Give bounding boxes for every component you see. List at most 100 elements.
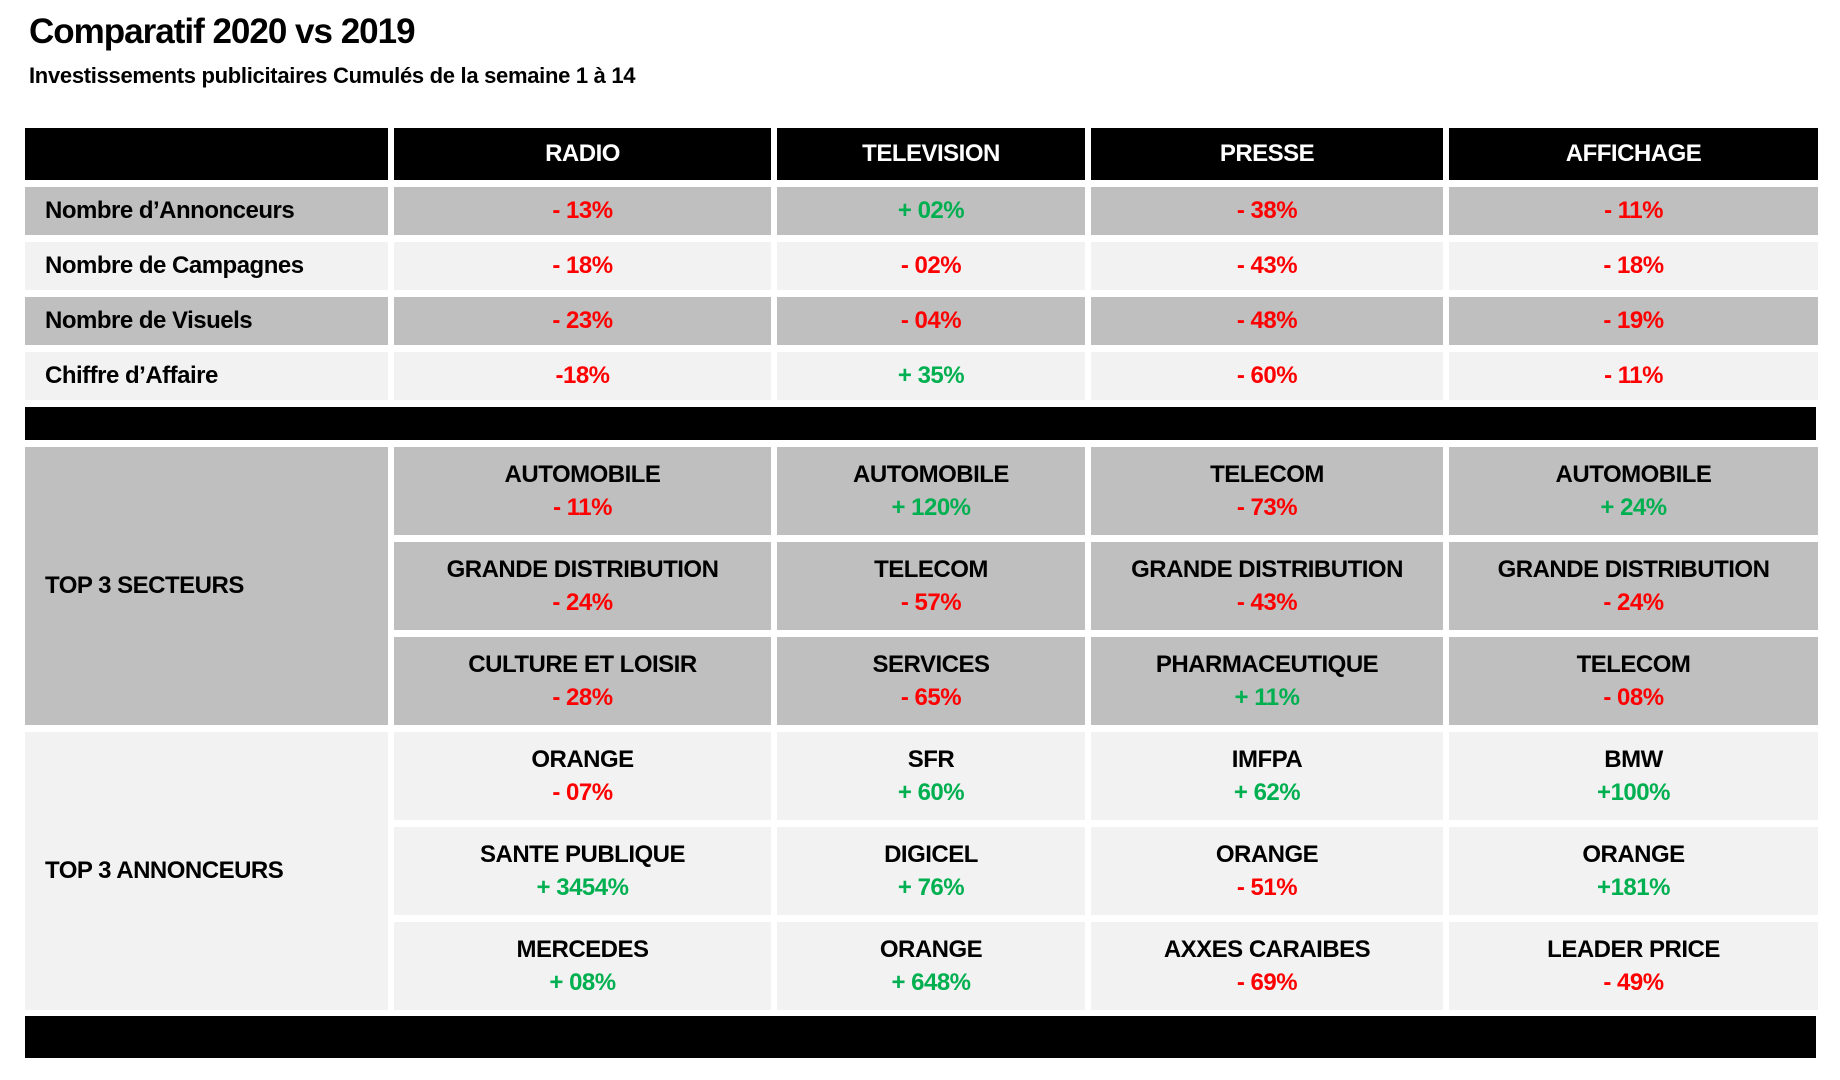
sector-name: GRANDE DISTRIBUTION [1497,556,1770,584]
advertiser-name: SANTE PUBLIQUE [479,841,686,869]
metrics-table: RADIO TELEVISION PRESSE AFFICHAGE Nombre… [25,128,1818,400]
metric-value: - 38% [1091,187,1443,235]
column-header-presse: PRESSE [1091,128,1443,180]
advertiser-cell: DIGICEL + 76% [777,827,1085,915]
metric-row-label-campagnes: Nombre de Campagnes [25,242,388,290]
column-header-television: TELEVISION [777,128,1085,180]
advertiser-cell: MERCEDES + 08% [394,922,771,1010]
sector-pct: - 43% [1236,588,1298,616]
advertiser-name: LEADER PRICE [1547,936,1720,964]
sector-name: AUTOMOBILE [504,461,661,489]
sector-cell: CULTURE ET LOISIR - 28% [394,637,771,725]
sector-name: TELECOM [874,556,988,584]
sector-name: GRANDE DISTRIBUTION [446,556,719,584]
corner-header-cell [25,128,388,180]
sector-pct: - 73% [1236,493,1298,521]
footer-bar [25,1016,1816,1058]
advertiser-cell: IMFPA + 62% [1091,732,1443,820]
top3-table: TOP 3 SECTEURS AUTOMOBILE - 11% AUTOMOBI… [25,447,1818,1010]
section-separator-bar [25,407,1816,440]
metric-value: - 18% [1449,242,1818,290]
sector-name: GRANDE DISTRIBUTION [1131,556,1403,584]
advertiser-name: AXXES CARAIBES [1163,936,1371,964]
metric-value: - 60% [1091,352,1443,400]
advertiser-cell: SFR + 60% [777,732,1085,820]
advertiser-cell: LEADER PRICE - 49% [1449,922,1818,1010]
sector-cell: AUTOMOBILE - 11% [394,447,771,535]
advertiser-pct: - 69% [1236,968,1298,996]
sector-pct: - 24% [1603,588,1664,616]
sector-cell: PHARMACEUTIQUE + 11% [1091,637,1443,725]
sector-pct: + 24% [1600,493,1667,521]
sector-cell: TELECOM - 73% [1091,447,1443,535]
sector-name: CULTURE ET LOISIR [468,651,697,679]
section-label-top3-annonceurs: TOP 3 ANNONCEURS [25,732,388,1010]
sector-pct: - 11% [553,493,612,521]
advertiser-pct: + 648% [891,968,971,996]
column-header-radio: RADIO [394,128,771,180]
sector-cell: GRANDE DISTRIBUTION - 24% [394,542,771,630]
advertiser-cell: AXXES CARAIBES - 69% [1091,922,1443,1010]
metric-row-label-visuels: Nombre de Visuels [25,297,388,345]
sector-pct: - 08% [1603,683,1664,711]
advertiser-name: DIGICEL [884,841,978,869]
metric-value: - 04% [777,297,1085,345]
sector-name: AUTOMOBILE [1555,461,1712,489]
advertiser-name: IMFPA [1231,746,1303,774]
sector-cell: AUTOMOBILE + 24% [1449,447,1818,535]
sector-cell: AUTOMOBILE + 120% [777,447,1085,535]
sector-cell: TELECOM - 57% [777,542,1085,630]
advertiser-name: ORANGE [531,746,634,774]
advertiser-name: MERCEDES [516,936,649,964]
metric-value: - 23% [394,297,771,345]
advertiser-name: ORANGE [879,936,983,964]
advertiser-cell: SANTE PUBLIQUE + 3454% [394,827,771,915]
sector-cell: GRANDE DISTRIBUTION - 24% [1449,542,1818,630]
advertiser-cell: ORANGE + 648% [777,922,1085,1010]
sector-cell: SERVICES - 65% [777,637,1085,725]
sector-pct: + 120% [891,493,971,521]
metric-value: -18% [394,352,771,400]
advertiser-name: ORANGE [1582,841,1685,869]
sector-name: TELECOM [1576,651,1691,679]
advertiser-pct: + 76% [897,873,965,901]
advertiser-pct: + 60% [897,778,965,806]
sector-name: PHARMACEUTIQUE [1155,651,1379,679]
advertiser-name: BMW [1604,746,1663,774]
page-subtitle: Investissements publicitaires Cumulés de… [29,63,636,88]
slide-page: Comparatif 2020 vs 2019 Investissements … [25,12,1818,1058]
metric-value: - 02% [777,242,1085,290]
metric-value: - 18% [394,242,771,290]
advertiser-cell: ORANGE - 51% [1091,827,1443,915]
sector-cell: GRANDE DISTRIBUTION - 43% [1091,542,1443,630]
metric-row-label-chiffre-affaire: Chiffre d’Affaire [25,352,388,400]
metric-value: + 35% [777,352,1085,400]
page-title: Comparatif 2020 vs 2019 [29,12,416,51]
sector-cell: TELECOM - 08% [1449,637,1818,725]
advertiser-pct: +181% [1597,873,1670,901]
metric-value: - 11% [1449,352,1818,400]
metric-value: - 11% [1449,187,1818,235]
advertiser-pct: - 49% [1603,968,1664,996]
advertiser-pct: - 51% [1236,873,1298,901]
advertiser-pct: + 08% [549,968,616,996]
advertiser-pct: +100% [1597,778,1670,806]
advertiser-cell: ORANGE +181% [1449,827,1818,915]
advertiser-cell: ORANGE - 07% [394,732,771,820]
sector-name: AUTOMOBILE [853,461,1009,489]
metric-value: - 13% [394,187,771,235]
metric-row-label-annonceurs: Nombre d’Annonceurs [25,187,388,235]
sector-pct: - 65% [900,683,962,711]
advertiser-pct: + 3454% [536,873,629,901]
column-header-affichage: AFFICHAGE [1449,128,1818,180]
section-label-top3-secteurs: TOP 3 SECTEURS [25,447,388,725]
metric-value: - 19% [1449,297,1818,345]
advertiser-name: ORANGE [1215,841,1319,869]
sector-name: SERVICES [872,651,990,679]
advertiser-pct: + 62% [1233,778,1301,806]
metric-value: - 43% [1091,242,1443,290]
sector-name: TELECOM [1210,461,1324,489]
metric-value: - 48% [1091,297,1443,345]
metric-value: + 02% [777,187,1085,235]
sector-pct: + 11% [1234,683,1300,711]
